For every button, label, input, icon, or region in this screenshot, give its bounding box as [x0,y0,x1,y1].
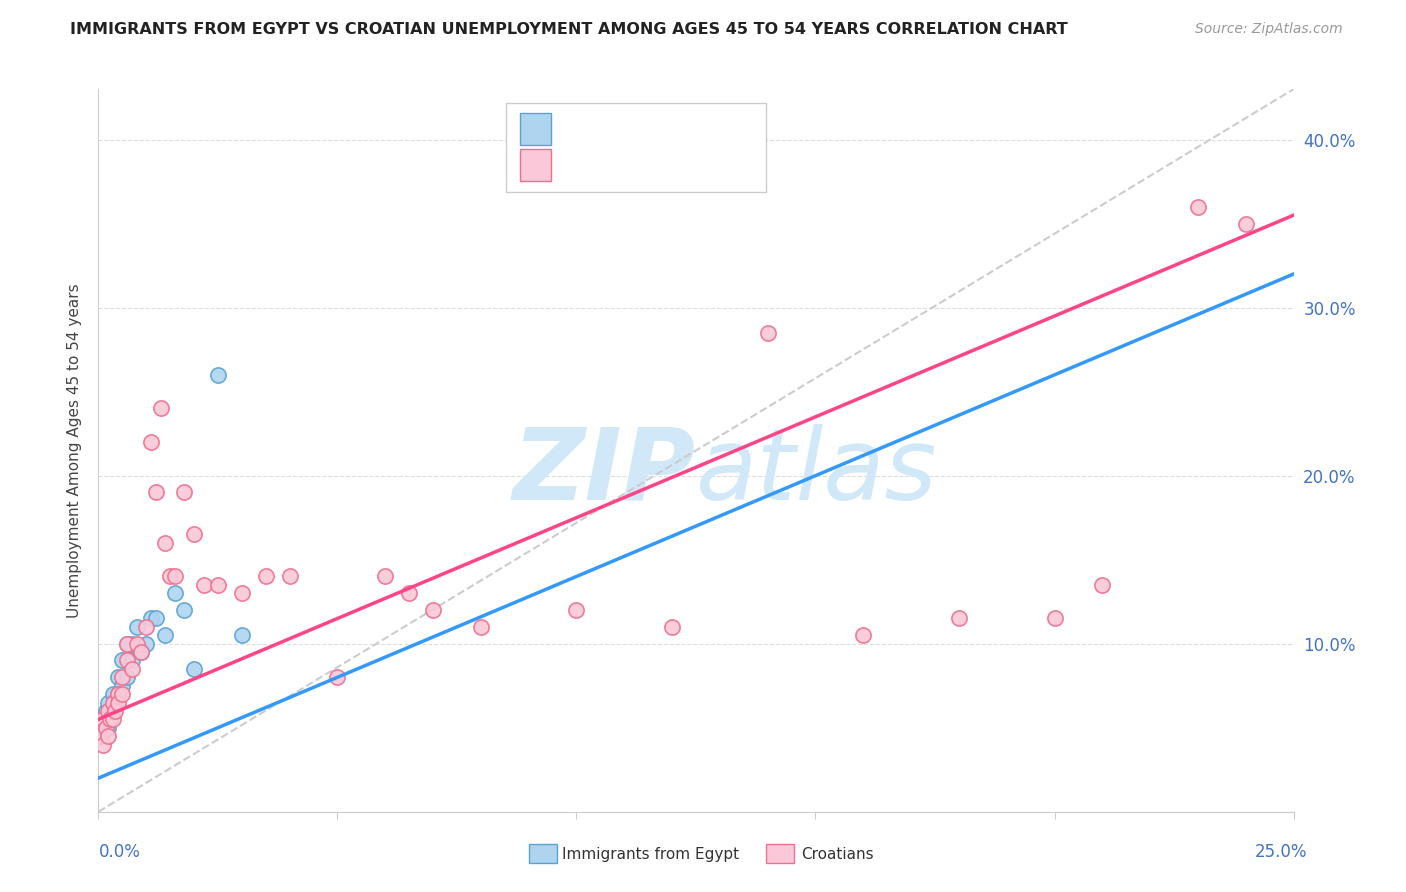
Point [125,637,148,651]
Point [231,586,253,600]
Point [111,687,134,701]
Point [131,645,153,659]
Text: 0.0%: 0.0% [98,843,141,861]
Text: Immigrants from Egypt: Immigrants from Egypt [562,847,740,862]
Point [104,704,127,718]
Point [145,485,167,500]
Point [94,721,117,735]
Point [1043,611,1066,625]
Point [131,645,153,659]
Point [207,368,229,382]
Point [207,578,229,592]
Point [135,637,157,651]
Point [97,704,120,718]
Point [139,435,162,450]
Point [91,738,114,752]
Point [948,611,970,625]
Point [101,712,124,726]
Point [111,670,134,684]
Point [97,721,120,735]
Point [107,687,129,701]
Point [121,637,143,651]
Point [398,586,420,600]
Point [107,687,129,701]
Point [121,662,143,676]
Point [101,687,124,701]
Point [422,603,444,617]
Point [97,729,120,743]
Text: IMMIGRANTS FROM EGYPT VS CROATIAN UNEMPLOYMENT AMONG AGES 45 TO 54 YEARS CORRELA: IMMIGRANTS FROM EGYPT VS CROATIAN UNEMPL… [70,22,1069,37]
Point [1234,217,1257,231]
Point [278,569,301,583]
Point [149,401,172,416]
Point [159,569,181,583]
Point [470,620,492,634]
Point [374,569,396,583]
Point [115,637,138,651]
Point [115,637,138,651]
Text: 25.0%: 25.0% [1256,843,1308,861]
Point [111,653,134,667]
Point [107,696,129,710]
Point [90,729,112,743]
Point [193,578,215,592]
Point [145,611,167,625]
Point [163,586,186,600]
Text: R = 0.506   N = 31: R = 0.506 N = 31 [562,120,733,138]
Point [231,628,253,642]
Point [98,712,122,726]
Point [183,527,205,541]
Point [852,628,875,642]
Point [101,696,124,710]
Text: Source: ZipAtlas.com: Source: ZipAtlas.com [1195,22,1343,37]
Text: ZIP: ZIP [513,424,696,521]
Point [104,696,127,710]
Point [97,696,120,710]
Point [1187,200,1209,214]
Point [91,712,114,726]
Point [101,704,124,718]
Text: atlas: atlas [696,424,938,521]
Point [163,569,186,583]
Point [565,603,588,617]
Point [121,653,143,667]
Point [709,124,731,138]
Point [661,620,683,634]
Point [94,704,117,718]
Point [756,326,779,340]
Point [111,679,134,693]
Point [183,662,205,676]
Point [91,721,114,735]
Point [135,620,157,634]
Point [155,628,177,642]
Point [173,485,195,500]
Point [98,712,122,726]
Point [115,670,138,684]
Point [173,603,195,617]
Point [125,620,148,634]
Point [90,729,112,743]
Point [733,124,755,138]
Point [139,611,162,625]
Point [91,712,114,726]
Y-axis label: Unemployment Among Ages 45 to 54 years: Unemployment Among Ages 45 to 54 years [67,283,83,618]
Point [1091,578,1114,592]
Text: R = 0.663   N = 47: R = 0.663 N = 47 [562,156,733,174]
Point [107,670,129,684]
Point [115,653,138,667]
Point [254,569,277,583]
Text: Croatians: Croatians [801,847,875,862]
Point [155,536,177,550]
Point [326,670,349,684]
